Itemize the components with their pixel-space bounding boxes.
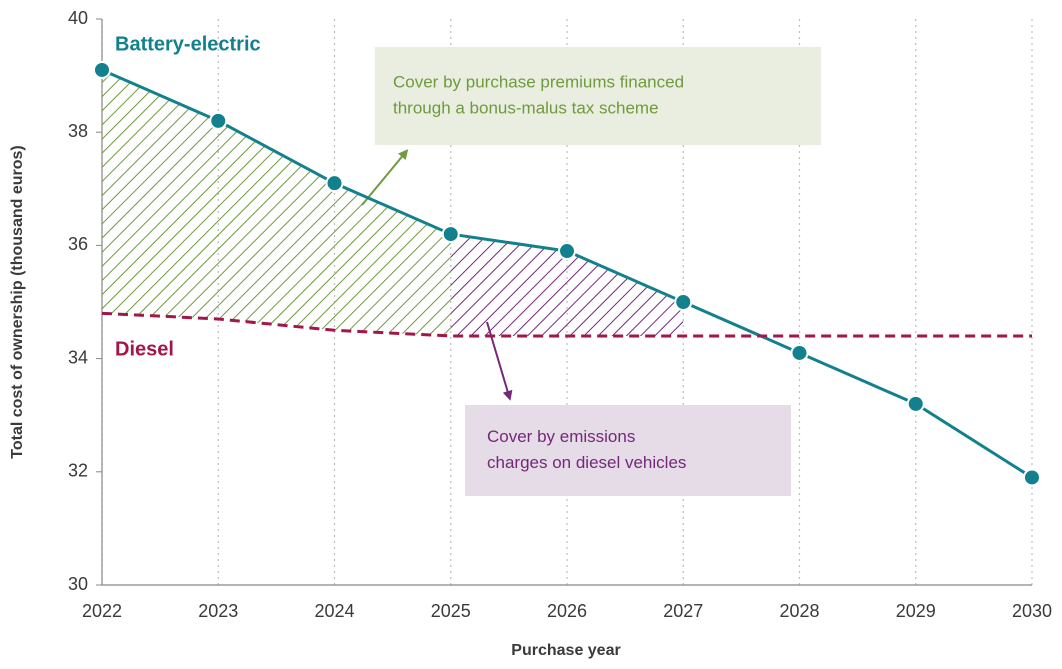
annotation-text: Cover by emissions [487, 427, 635, 446]
x-tick-label: 2026 [547, 601, 587, 621]
data-point [209, 111, 228, 130]
annotation-text: Cover by purchase premiums financed [393, 72, 684, 91]
data-point [906, 394, 925, 413]
annotation-box [375, 47, 821, 145]
y-tick-label: 40 [68, 8, 88, 28]
annotation-arrow [361, 149, 409, 206]
data-point [790, 343, 809, 362]
x-tick-label: 2024 [314, 601, 354, 621]
y-tick-label: 34 [68, 347, 88, 367]
x-tick-label: 2030 [1012, 601, 1052, 621]
annotation-box [465, 405, 791, 496]
x-tick-label: 2029 [896, 601, 936, 621]
x-tick-label: 2028 [779, 601, 819, 621]
y-tick-label: 32 [68, 461, 88, 481]
y-tick-label: 30 [68, 574, 88, 594]
x-tick-label: 2022 [82, 601, 122, 621]
x-tick-label: 2023 [198, 601, 238, 621]
annotation-text: charges on diesel vehicles [487, 453, 686, 472]
data-point [1023, 468, 1041, 487]
y-axis-title: Total cost of ownership (thousand euros) [9, 145, 26, 458]
x-tick-label: 2027 [663, 601, 703, 621]
y-tick-label: 36 [68, 234, 88, 254]
annotation-text: through a bonus-malus tax scheme [393, 98, 659, 117]
gap-area [450, 234, 684, 336]
annotation-arrow [486, 321, 513, 401]
data-point [93, 60, 111, 79]
series-label: Battery-electric [115, 33, 261, 55]
series-label: Diesel [115, 338, 174, 360]
data-point [325, 174, 344, 193]
x-tick-label: 2025 [431, 601, 471, 621]
y-tick-label: 38 [68, 121, 88, 141]
x-axis-title: Purchase year [511, 642, 620, 659]
gap-area [102, 69, 451, 336]
data-point [441, 225, 460, 244]
data-point [558, 242, 576, 261]
data-point [674, 293, 693, 311]
series-line [101, 311, 1032, 338]
